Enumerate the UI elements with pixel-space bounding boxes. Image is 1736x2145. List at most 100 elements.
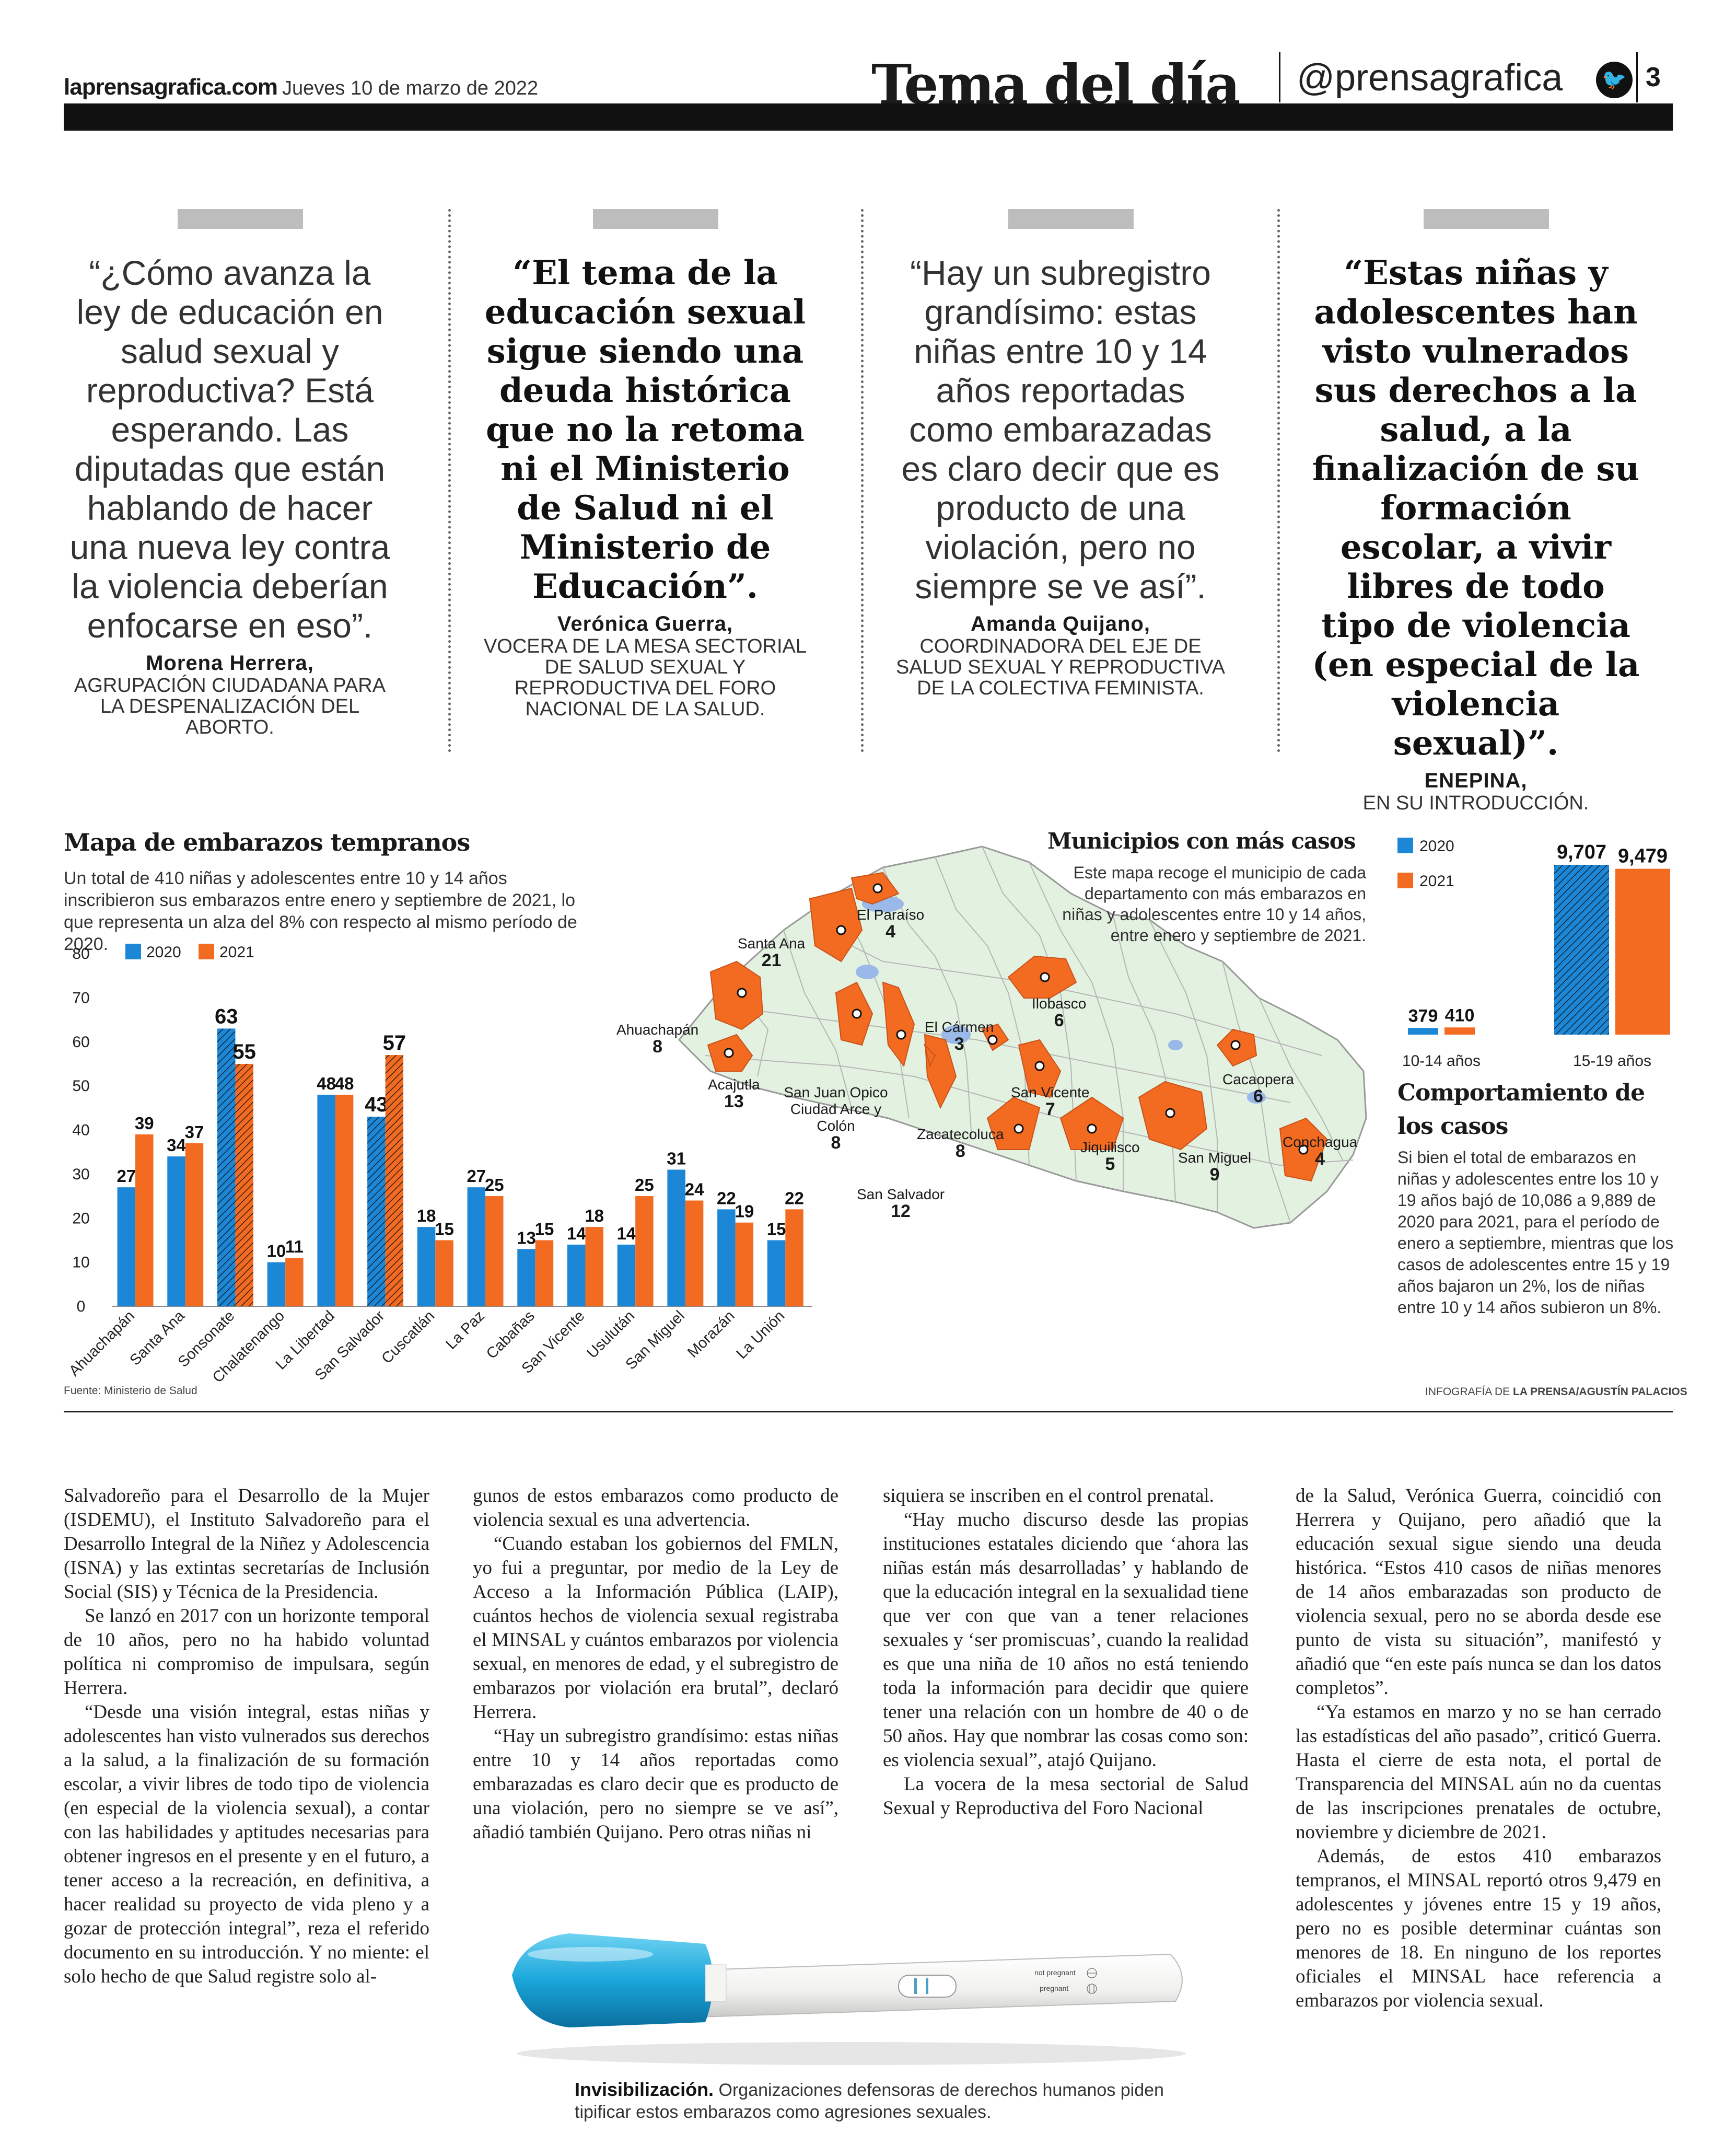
infographic-credit: INFOGRAFÍA DE LA PRENSA/AGUSTÍN PALACIOS — [1425, 1386, 1687, 1398]
map-label-name: Conchagua — [1283, 1134, 1358, 1150]
bar-value-label: 10 — [267, 1242, 286, 1261]
category-label: Cuscatlán — [378, 1307, 438, 1367]
bar-2021 — [1615, 868, 1670, 1035]
behavior-title: Comportamiento de los casos — [1397, 1080, 1645, 1140]
article-paragraph: Además, de estos 410 embarazos tempranos… — [1296, 1846, 1661, 2011]
bar-2021 — [385, 1055, 404, 1306]
map-label-name: El Paraíso — [857, 907, 925, 923]
article-paragraph: “Hay mucho discurso desde las propias in… — [883, 1509, 1249, 1771]
bar-2021 — [535, 1240, 554, 1306]
map-label: San Salvador 12 — [857, 1186, 945, 1221]
caption-text: Organizaciones defensoras de derechos hu… — [575, 2080, 1164, 2122]
bar-value-label: 18 — [417, 1206, 436, 1225]
article-paragraph: “Hay un subregistro grandísimo: estas ni… — [473, 1725, 838, 1843]
bar-value-label: 37 — [185, 1122, 204, 1142]
y-tick-label: 70 — [72, 989, 89, 1006]
quote-author: Verónica Guerra, — [557, 612, 733, 635]
map-label-name: Ahuachapán — [616, 1022, 699, 1038]
bar-2020 — [767, 1240, 786, 1306]
bar-2020 — [517, 1249, 535, 1306]
quote-block: “Hay un subregistro grandísimo: estas ni… — [893, 253, 1228, 699]
bar-value-label: 57 — [383, 1031, 406, 1054]
bar-2020 — [467, 1187, 486, 1306]
header-divider — [1279, 52, 1280, 102]
infographic-subtitle: Un total de 410 niñas y adolescentes ent… — [64, 868, 577, 954]
bar-2021 — [135, 1134, 154, 1306]
bar-value-label: 48 — [317, 1074, 336, 1093]
category-label: 15-19 años — [1573, 1052, 1651, 1070]
photo-caption: Invisibilización. Organizaciones defenso… — [575, 2079, 1191, 2123]
bar-value-label: 19 — [735, 1202, 754, 1221]
map-title: Municipios con más casos — [1047, 828, 1356, 854]
map-label-value: 3 — [954, 1034, 964, 1054]
article-paragraph: Salvadoreño para el Desarrollo de la Muj… — [64, 1485, 429, 1603]
bar-2021 — [585, 1227, 603, 1306]
article-paragraph: siquiera se inscriben en el control pren… — [883, 1485, 1214, 1506]
quote-text: “Estas niñas y adolescentes han visto vu… — [1312, 253, 1640, 763]
article-column-4: de la Salud, Verónica Guerra, coincidió … — [1296, 1484, 1661, 2013]
bar-value-label: 22 — [717, 1188, 736, 1208]
category-label: Morazán — [684, 1307, 738, 1361]
site-name[interactable]: laprensagrafica.com — [64, 74, 278, 100]
credit-name: LA PRENSA/AGUSTÍN PALACIOS — [1513, 1386, 1687, 1398]
legend-swatch-2020 — [1397, 838, 1413, 853]
map-label-value: 8 — [653, 1037, 663, 1057]
map-description: Este mapa recoge el municipio de cada de… — [1062, 863, 1366, 945]
bar-value-label: 15 — [435, 1219, 454, 1238]
quote-tab — [1008, 209, 1134, 229]
y-tick-label: 20 — [72, 1210, 89, 1227]
bar-2020 — [1554, 865, 1609, 1035]
y-tick-label: 60 — [72, 1034, 89, 1051]
quote-tab — [178, 209, 303, 229]
map-label-value: 4 — [1315, 1149, 1325, 1169]
bar-value-label: 27 — [116, 1166, 136, 1186]
map-label-value: 5 — [1105, 1154, 1115, 1174]
bar-2020 — [167, 1156, 185, 1306]
category-label: 10-14 años — [1402, 1052, 1481, 1070]
issue-date: Jueves 10 de marzo de 2022 — [282, 77, 539, 99]
map-label: Cacaopera 6 — [1222, 1071, 1294, 1106]
bar-2021 — [685, 1200, 704, 1306]
bar-value-label: 379 — [1408, 1006, 1438, 1026]
map-label: Acajutla 13 — [708, 1076, 760, 1111]
bar-2020 — [117, 1187, 136, 1306]
article-paragraph: “Ya estamos en marzo y no se han cerrado… — [1296, 1701, 1661, 1843]
el-salvador-map — [678, 845, 1367, 1229]
bar-2020 — [567, 1244, 586, 1306]
quote-author: Amanda Quijano, — [971, 612, 1150, 635]
quote-text: “¿Cómo avanza la ley de educación en sal… — [69, 253, 390, 645]
twitter-icon[interactable]: 🐦 — [1596, 62, 1633, 98]
bar-2021 — [785, 1209, 803, 1306]
map-label-name: El Cármen — [925, 1019, 994, 1035]
bar-value-label: 63 — [215, 1005, 238, 1028]
bar-2021 — [285, 1258, 304, 1306]
map-label-value: 21 — [761, 950, 782, 970]
column-divider — [861, 209, 864, 752]
bar-2021 — [235, 1063, 253, 1306]
bar-value-label: 15 — [535, 1219, 554, 1238]
map-label-name: San Juan Opico Ciudad Arce y Colón — [784, 1084, 888, 1134]
article-paragraph: La vocera de la mesa sectorial de Salud … — [883, 1773, 1249, 1819]
bar-value-label: 410 — [1445, 1005, 1475, 1025]
legend-swatch-2021 — [199, 944, 214, 959]
column-divider — [448, 209, 451, 752]
quote-role: EN SU INTRODUCCIÓN. — [1362, 792, 1589, 814]
map-label-value: 8 — [955, 1141, 965, 1161]
map-label: San Juan Opico Ciudad Arce y Colón 8 — [784, 1084, 888, 1152]
map-label-value: 13 — [724, 1092, 744, 1111]
map-label-value: 9 — [1209, 1165, 1220, 1185]
bar-value-label: 24 — [685, 1180, 704, 1199]
map-label: Conchagua 4 — [1283, 1134, 1357, 1168]
twitter-handle[interactable]: @prensagrafica — [1297, 57, 1563, 99]
quote-tab — [593, 209, 718, 229]
legend-label-2020: 2020 — [1419, 838, 1454, 855]
bar-2020 — [417, 1227, 436, 1306]
chart-source: Fuente: Ministerio de Salud — [64, 1385, 197, 1397]
quote-tab — [1424, 209, 1549, 229]
bar-2020 — [617, 1244, 636, 1306]
bar-value-label: 11 — [285, 1237, 304, 1256]
map-label-name: San Salvador — [857, 1186, 945, 1202]
bar-2020 — [267, 1262, 286, 1306]
legend-label-2020: 2020 — [146, 944, 181, 961]
y-tick-label: 80 — [72, 945, 89, 963]
